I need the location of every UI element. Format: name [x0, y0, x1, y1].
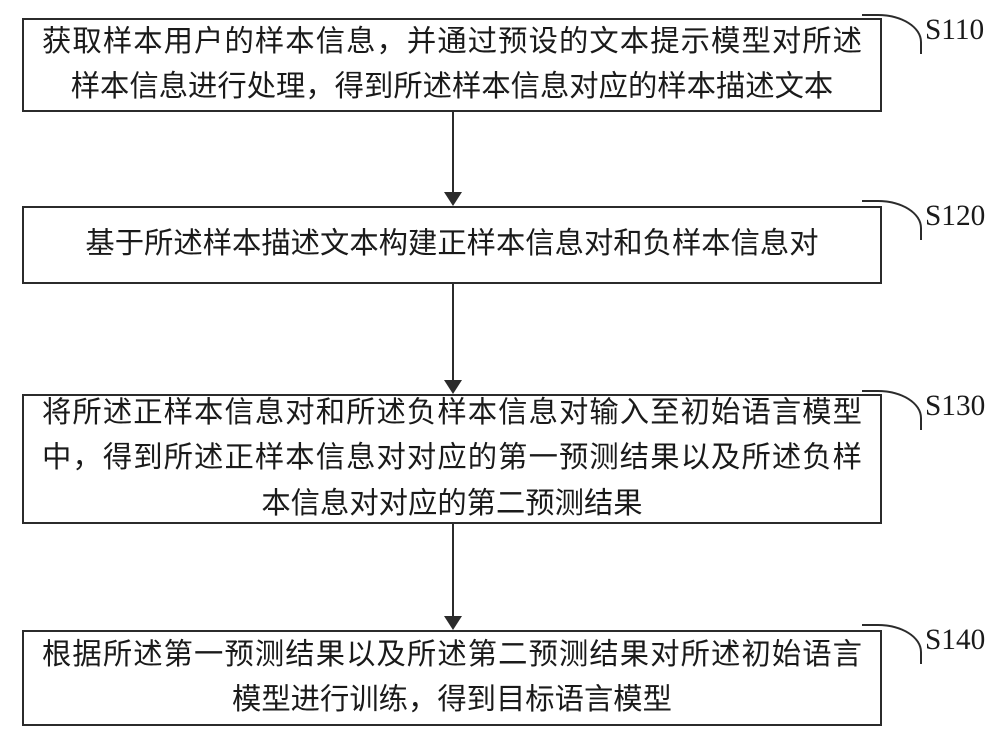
arrow-2 — [452, 284, 454, 394]
step-text-s130: 将所述正样本信息对和所述负样本信息对输入至初始语言模型中，得到所述正样本信息对对… — [42, 391, 862, 527]
step-box-s110: 获取样本用户的样本信息，并通过预设的文本提示模型对所述样本信息进行处理，得到所述… — [22, 18, 882, 112]
flowchart: 获取样本用户的样本信息，并通过预设的文本提示模型对所述样本信息进行处理，得到所述… — [0, 0, 1000, 747]
step-label-s110: S110 — [925, 14, 984, 47]
step-text-s120: 基于所述样本描述文本构建正样本信息对和负样本信息对 — [42, 222, 862, 267]
step-label-s140: S140 — [925, 624, 985, 657]
step-box-s120: 基于所述样本描述文本构建正样本信息对和负样本信息对 — [22, 206, 882, 284]
arrow-3 — [452, 524, 454, 630]
step-text-s140: 根据所述第一预测结果以及所述第二预测结果对所述初始语言模型进行训练，得到目标语言… — [42, 633, 862, 724]
step-box-s140: 根据所述第一预测结果以及所述第二预测结果对所述初始语言模型进行训练，得到目标语言… — [22, 630, 882, 726]
label-connector-s110 — [862, 14, 922, 54]
label-connector-s130 — [862, 390, 922, 430]
step-box-s130: 将所述正样本信息对和所述负样本信息对输入至初始语言模型中，得到所述正样本信息对对… — [22, 394, 882, 524]
label-connector-s140 — [862, 624, 922, 664]
step-text-s110: 获取样本用户的样本信息，并通过预设的文本提示模型对所述样本信息进行处理，得到所述… — [42, 20, 862, 111]
arrow-1 — [452, 112, 454, 206]
label-connector-s120 — [862, 200, 922, 240]
step-label-s120: S120 — [925, 200, 985, 233]
step-label-s130: S130 — [925, 390, 985, 423]
